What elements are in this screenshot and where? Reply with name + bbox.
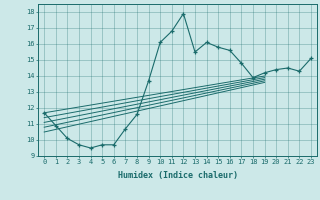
X-axis label: Humidex (Indice chaleur): Humidex (Indice chaleur) [118, 171, 238, 180]
